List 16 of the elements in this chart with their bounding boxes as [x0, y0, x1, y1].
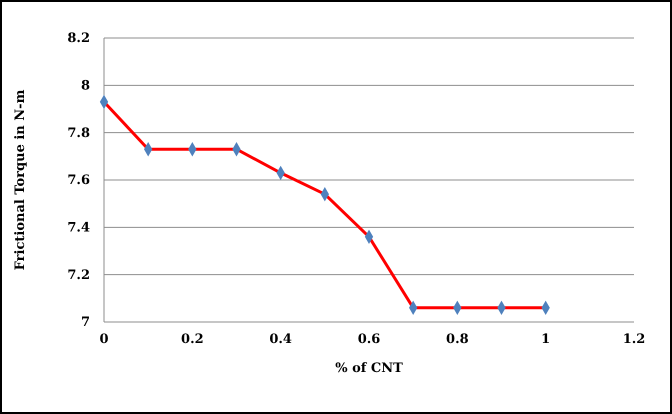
y-tick-label: 8 — [80, 78, 90, 94]
x-tick-label: 0 — [99, 332, 109, 348]
x-tick-label: 1.2 — [622, 332, 646, 348]
x-tick-label: 0.6 — [358, 332, 380, 348]
y-tick-label: 7 — [80, 315, 90, 330]
x-tick-label: 0.2 — [181, 332, 204, 348]
x-tick-label: 0.8 — [446, 332, 469, 348]
y-tick-label: 8.2 — [67, 31, 90, 46]
y-axis-title: Frictional Torque in N-m — [13, 89, 28, 270]
y-tick-label: 7.6 — [67, 173, 90, 188]
y-tick-label: 7.8 — [67, 126, 90, 141]
x-tick-label: 0.4 — [269, 332, 292, 348]
y-tick-label: 7.2 — [67, 268, 90, 283]
x-axis-title: % of CNT — [335, 361, 404, 376]
x-tick-label: 1 — [541, 332, 550, 348]
y-tick-label: 7.4 — [67, 220, 90, 236]
